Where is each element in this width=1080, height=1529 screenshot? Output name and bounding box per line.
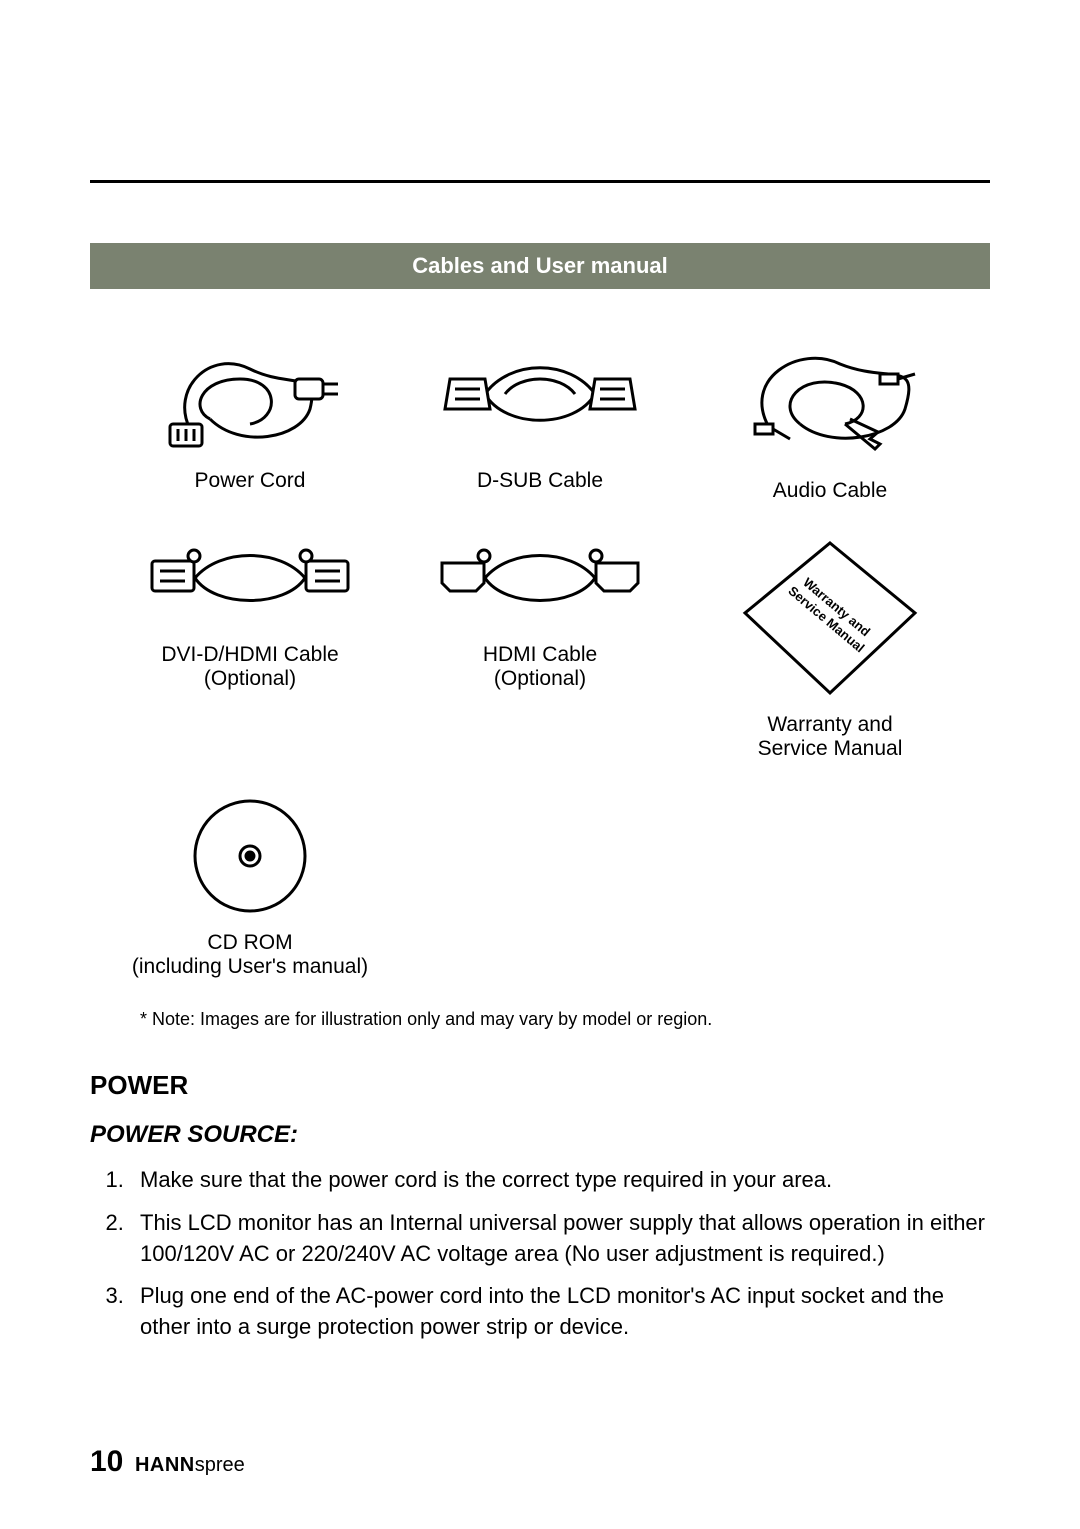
item-sublabel: (including User's manual) bbox=[132, 955, 368, 979]
dsub-cable-icon bbox=[430, 339, 650, 459]
accessory-grid: Power Cord D-SUB Cable bbox=[110, 339, 970, 979]
item-label: Audio Cable bbox=[773, 479, 887, 503]
list-item: Plug one end of the AC-power cord into t… bbox=[130, 1281, 990, 1343]
item-label: CD ROM bbox=[207, 931, 292, 955]
item-audio: Audio Cable bbox=[701, 339, 959, 503]
spacer bbox=[411, 791, 669, 979]
item-hdmi: HDMI Cable (Optional) bbox=[411, 533, 669, 761]
item-label: HDMI Cable bbox=[483, 643, 597, 667]
power-heading: POWER bbox=[90, 1070, 990, 1101]
item-sublabel: Service Manual bbox=[758, 737, 903, 761]
item-label: Power Cord bbox=[195, 469, 306, 493]
dvi-cable-icon bbox=[140, 533, 360, 633]
cdrom-icon bbox=[180, 791, 320, 921]
power-source-list: Make sure that the power cord is the cor… bbox=[90, 1165, 990, 1343]
item-warranty: Warranty and Service Manual Warranty and… bbox=[701, 533, 959, 761]
power-source-heading: POWER SOURCE: bbox=[90, 1121, 990, 1149]
audio-cable-icon bbox=[730, 339, 930, 469]
brand-light: spree bbox=[195, 1454, 245, 1476]
hdmi-cable-icon bbox=[430, 533, 650, 633]
illustration-note: * Note: Images are for illustration only… bbox=[140, 1009, 990, 1030]
item-label: DVI-D/HDMI Cable bbox=[161, 643, 338, 667]
item-sublabel: (Optional) bbox=[204, 667, 296, 691]
item-dsub: D-SUB Cable bbox=[411, 339, 669, 503]
item-dvi: DVI-D/HDMI Cable (Optional) bbox=[121, 533, 379, 761]
item-cdrom: CD ROM (including User's manual) bbox=[121, 791, 379, 979]
page-number: 10 bbox=[90, 1445, 123, 1478]
item-sublabel: (Optional) bbox=[494, 667, 586, 691]
top-rule bbox=[90, 180, 990, 183]
warranty-doc-icon: Warranty and Service Manual bbox=[730, 533, 930, 703]
spacer bbox=[701, 791, 959, 979]
item-label: Warranty and bbox=[767, 713, 892, 737]
item-label: D-SUB Cable bbox=[477, 469, 603, 493]
list-item: Make sure that the power cord is the cor… bbox=[130, 1165, 990, 1196]
list-item: This LCD monitor has an Internal univers… bbox=[130, 1208, 990, 1270]
brand-bold: HANN bbox=[135, 1454, 195, 1476]
page-footer: 10 HANNspree bbox=[90, 1445, 245, 1479]
section-bar: Cables and User manual bbox=[90, 243, 990, 289]
power-cord-icon bbox=[150, 339, 350, 459]
manual-page: Cables and User manual bbox=[0, 0, 1080, 1529]
item-power-cord: Power Cord bbox=[121, 339, 379, 503]
section-bar-label: Cables and User manual bbox=[412, 253, 668, 278]
